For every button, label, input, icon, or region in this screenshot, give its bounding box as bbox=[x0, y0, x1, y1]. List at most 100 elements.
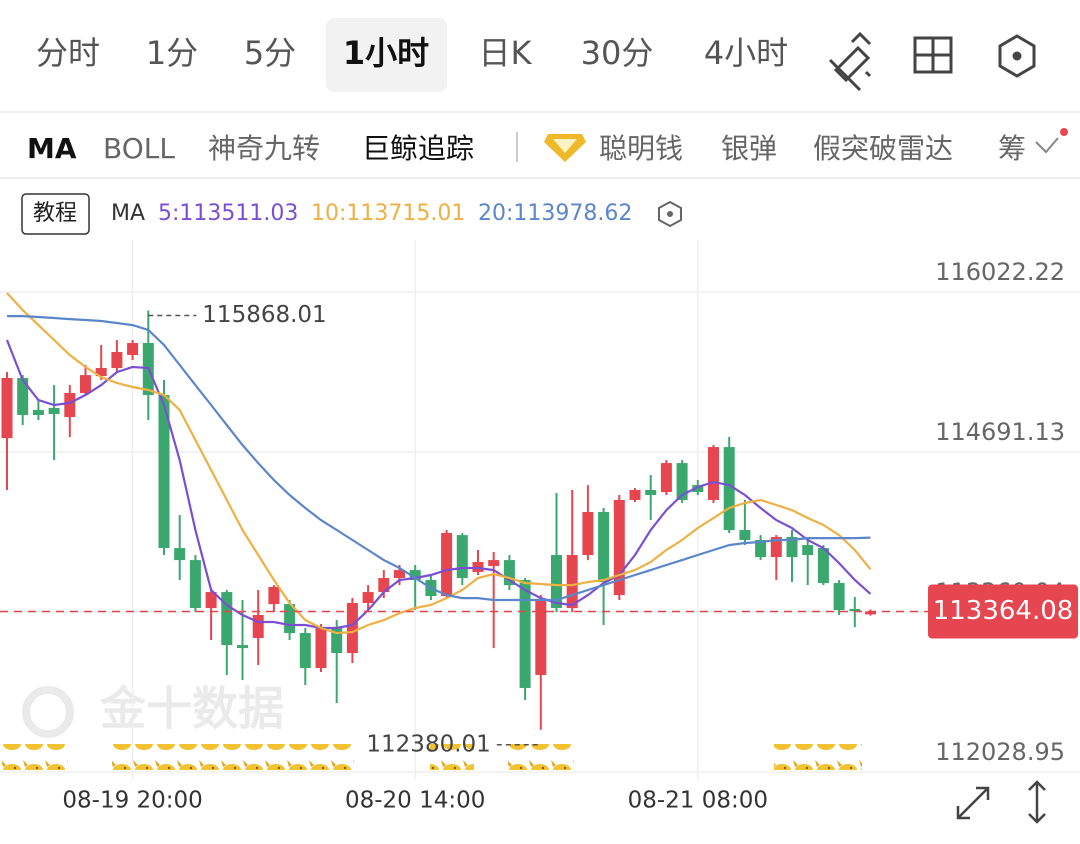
candle-body bbox=[770, 536, 782, 558]
fullscreen-icon[interactable] bbox=[956, 786, 990, 820]
badge-dot bbox=[1060, 128, 1068, 136]
candle-body bbox=[17, 377, 29, 415]
candle-body bbox=[503, 560, 515, 586]
timeframe-tab[interactable]: 1小时 bbox=[343, 34, 429, 72]
candle-body bbox=[551, 555, 562, 609]
candle-body bbox=[441, 533, 453, 597]
timeframe-tab[interactable]: 30分 bbox=[581, 34, 654, 72]
candle-body bbox=[127, 342, 139, 356]
x-tick-label: 08-21 08:00 bbox=[628, 788, 768, 814]
candle-body bbox=[629, 489, 641, 500]
ma-legend: MA 5:113511.03 10:113715.01 20:113978.62 bbox=[111, 201, 632, 226]
candle-body bbox=[1, 377, 13, 439]
candle-body bbox=[174, 548, 186, 561]
indicator-tab[interactable]: 筹 bbox=[998, 132, 1026, 165]
candle-body bbox=[346, 602, 358, 653]
last-price-label: 113364.08 bbox=[933, 596, 1074, 626]
low-label: 112380.01 bbox=[366, 731, 490, 757]
candle-body bbox=[802, 545, 814, 556]
indicator-tab[interactable]: 假突破雷达 bbox=[813, 132, 953, 165]
timeframe-tabs: 分时 1分 5分 1小时 日K 30分 4小时 bbox=[36, 34, 788, 72]
draw-tool-icon[interactable] bbox=[828, 31, 872, 92]
candle-body bbox=[488, 560, 500, 566]
timeframe-tab[interactable]: 4小时 bbox=[704, 34, 788, 72]
high-label: 115868.01 bbox=[202, 302, 326, 328]
y-tick-label: 114691.13 bbox=[935, 418, 1065, 446]
legend-entry: 10:113715.01 bbox=[311, 201, 465, 226]
last-price-box bbox=[928, 584, 1078, 639]
candle-body bbox=[378, 577, 390, 593]
watermark: 金十数据 bbox=[22, 682, 284, 738]
x-tick-label: 08-19 20:00 bbox=[62, 788, 202, 814]
y-tick-label: 112028.95 bbox=[935, 738, 1065, 766]
y-tick-label: 116022.22 bbox=[935, 258, 1065, 286]
more-chevron[interactable] bbox=[1035, 137, 1059, 154]
candle-body bbox=[865, 611, 876, 615]
indicator-tab[interactable]: BOLL bbox=[103, 132, 175, 165]
indicator-tab[interactable]: 神奇九转 bbox=[208, 132, 320, 165]
settings-icon[interactable] bbox=[998, 34, 1036, 78]
candle-body bbox=[221, 592, 233, 646]
ma-line bbox=[6, 292, 872, 635]
legend-entry: 20:113978.62 bbox=[478, 201, 632, 226]
ma-line bbox=[7, 315, 871, 602]
candle-body bbox=[708, 447, 719, 500]
legend-settings-icon[interactable] bbox=[658, 200, 682, 228]
indicator-tabs: MA BOLL 神奇九转 巨鲸追踪 聪明钱 银弹 假突破雷达 筹 bbox=[27, 132, 1026, 165]
indicator-tab[interactable]: 巨鲸追踪 bbox=[362, 132, 474, 165]
candle-body bbox=[252, 615, 264, 638]
indicator-tab[interactable]: 聪明钱 bbox=[599, 132, 683, 165]
candle-body bbox=[519, 580, 531, 688]
diamond-icon bbox=[544, 134, 586, 162]
whale-markers bbox=[2, 744, 862, 770]
candle-body bbox=[315, 627, 327, 669]
candle-body bbox=[394, 570, 405, 578]
candle-body bbox=[362, 592, 374, 603]
timeframe-tab[interactable]: 5分 bbox=[244, 34, 296, 72]
candle-body bbox=[786, 536, 798, 558]
candle-body bbox=[692, 485, 704, 493]
timeframe-tab[interactable]: 1分 bbox=[146, 34, 198, 72]
candle-body bbox=[268, 587, 280, 605]
legend-entry: 5:113511.03 bbox=[158, 201, 298, 226]
candle-body bbox=[755, 540, 767, 558]
timeframe-tab[interactable]: 分时 bbox=[36, 34, 100, 72]
indicator-tab[interactable]: 银弹 bbox=[721, 132, 777, 165]
tutorial-button[interactable] bbox=[21, 193, 90, 235]
candle-body bbox=[32, 410, 44, 415]
candle-body bbox=[849, 608, 861, 612]
selected-tab-bg bbox=[326, 18, 447, 92]
candle-body bbox=[158, 395, 170, 549]
candle-body bbox=[817, 548, 829, 584]
candle-body bbox=[237, 645, 248, 649]
candle-body bbox=[205, 592, 217, 609]
candle-body bbox=[566, 555, 578, 609]
candle-body bbox=[64, 392, 76, 418]
candle-body bbox=[613, 499, 625, 596]
candle-body bbox=[598, 511, 610, 583]
candle-body bbox=[299, 633, 311, 669]
candle-body bbox=[645, 489, 657, 496]
indicator-tab[interactable]: MA bbox=[27, 132, 77, 165]
candle-body bbox=[456, 535, 468, 578]
candle-body bbox=[676, 463, 688, 500]
layout-icon[interactable] bbox=[913, 36, 953, 74]
candle-body bbox=[284, 604, 296, 634]
candle-body bbox=[535, 599, 547, 675]
tutorial-label[interactable]: 教程 bbox=[33, 201, 77, 226]
candle-body bbox=[723, 447, 735, 531]
overlay: 116022.22114691.13113360.04112028.9508-1… bbox=[0, 258, 1078, 814]
candle-body bbox=[48, 408, 60, 415]
candle-body bbox=[189, 560, 201, 609]
candle-body bbox=[409, 570, 421, 581]
candle-body bbox=[739, 530, 751, 541]
x-tick-label: 08-20 14:00 bbox=[345, 788, 485, 814]
ma-line bbox=[5, 339, 872, 630]
candle-body bbox=[331, 627, 343, 653]
candle-body bbox=[660, 463, 672, 493]
candle-body bbox=[111, 352, 123, 368]
candle-body bbox=[582, 511, 594, 556]
vertical-scale-icon[interactable] bbox=[1028, 780, 1046, 824]
timeframe-tab[interactable]: 日K bbox=[479, 34, 533, 72]
